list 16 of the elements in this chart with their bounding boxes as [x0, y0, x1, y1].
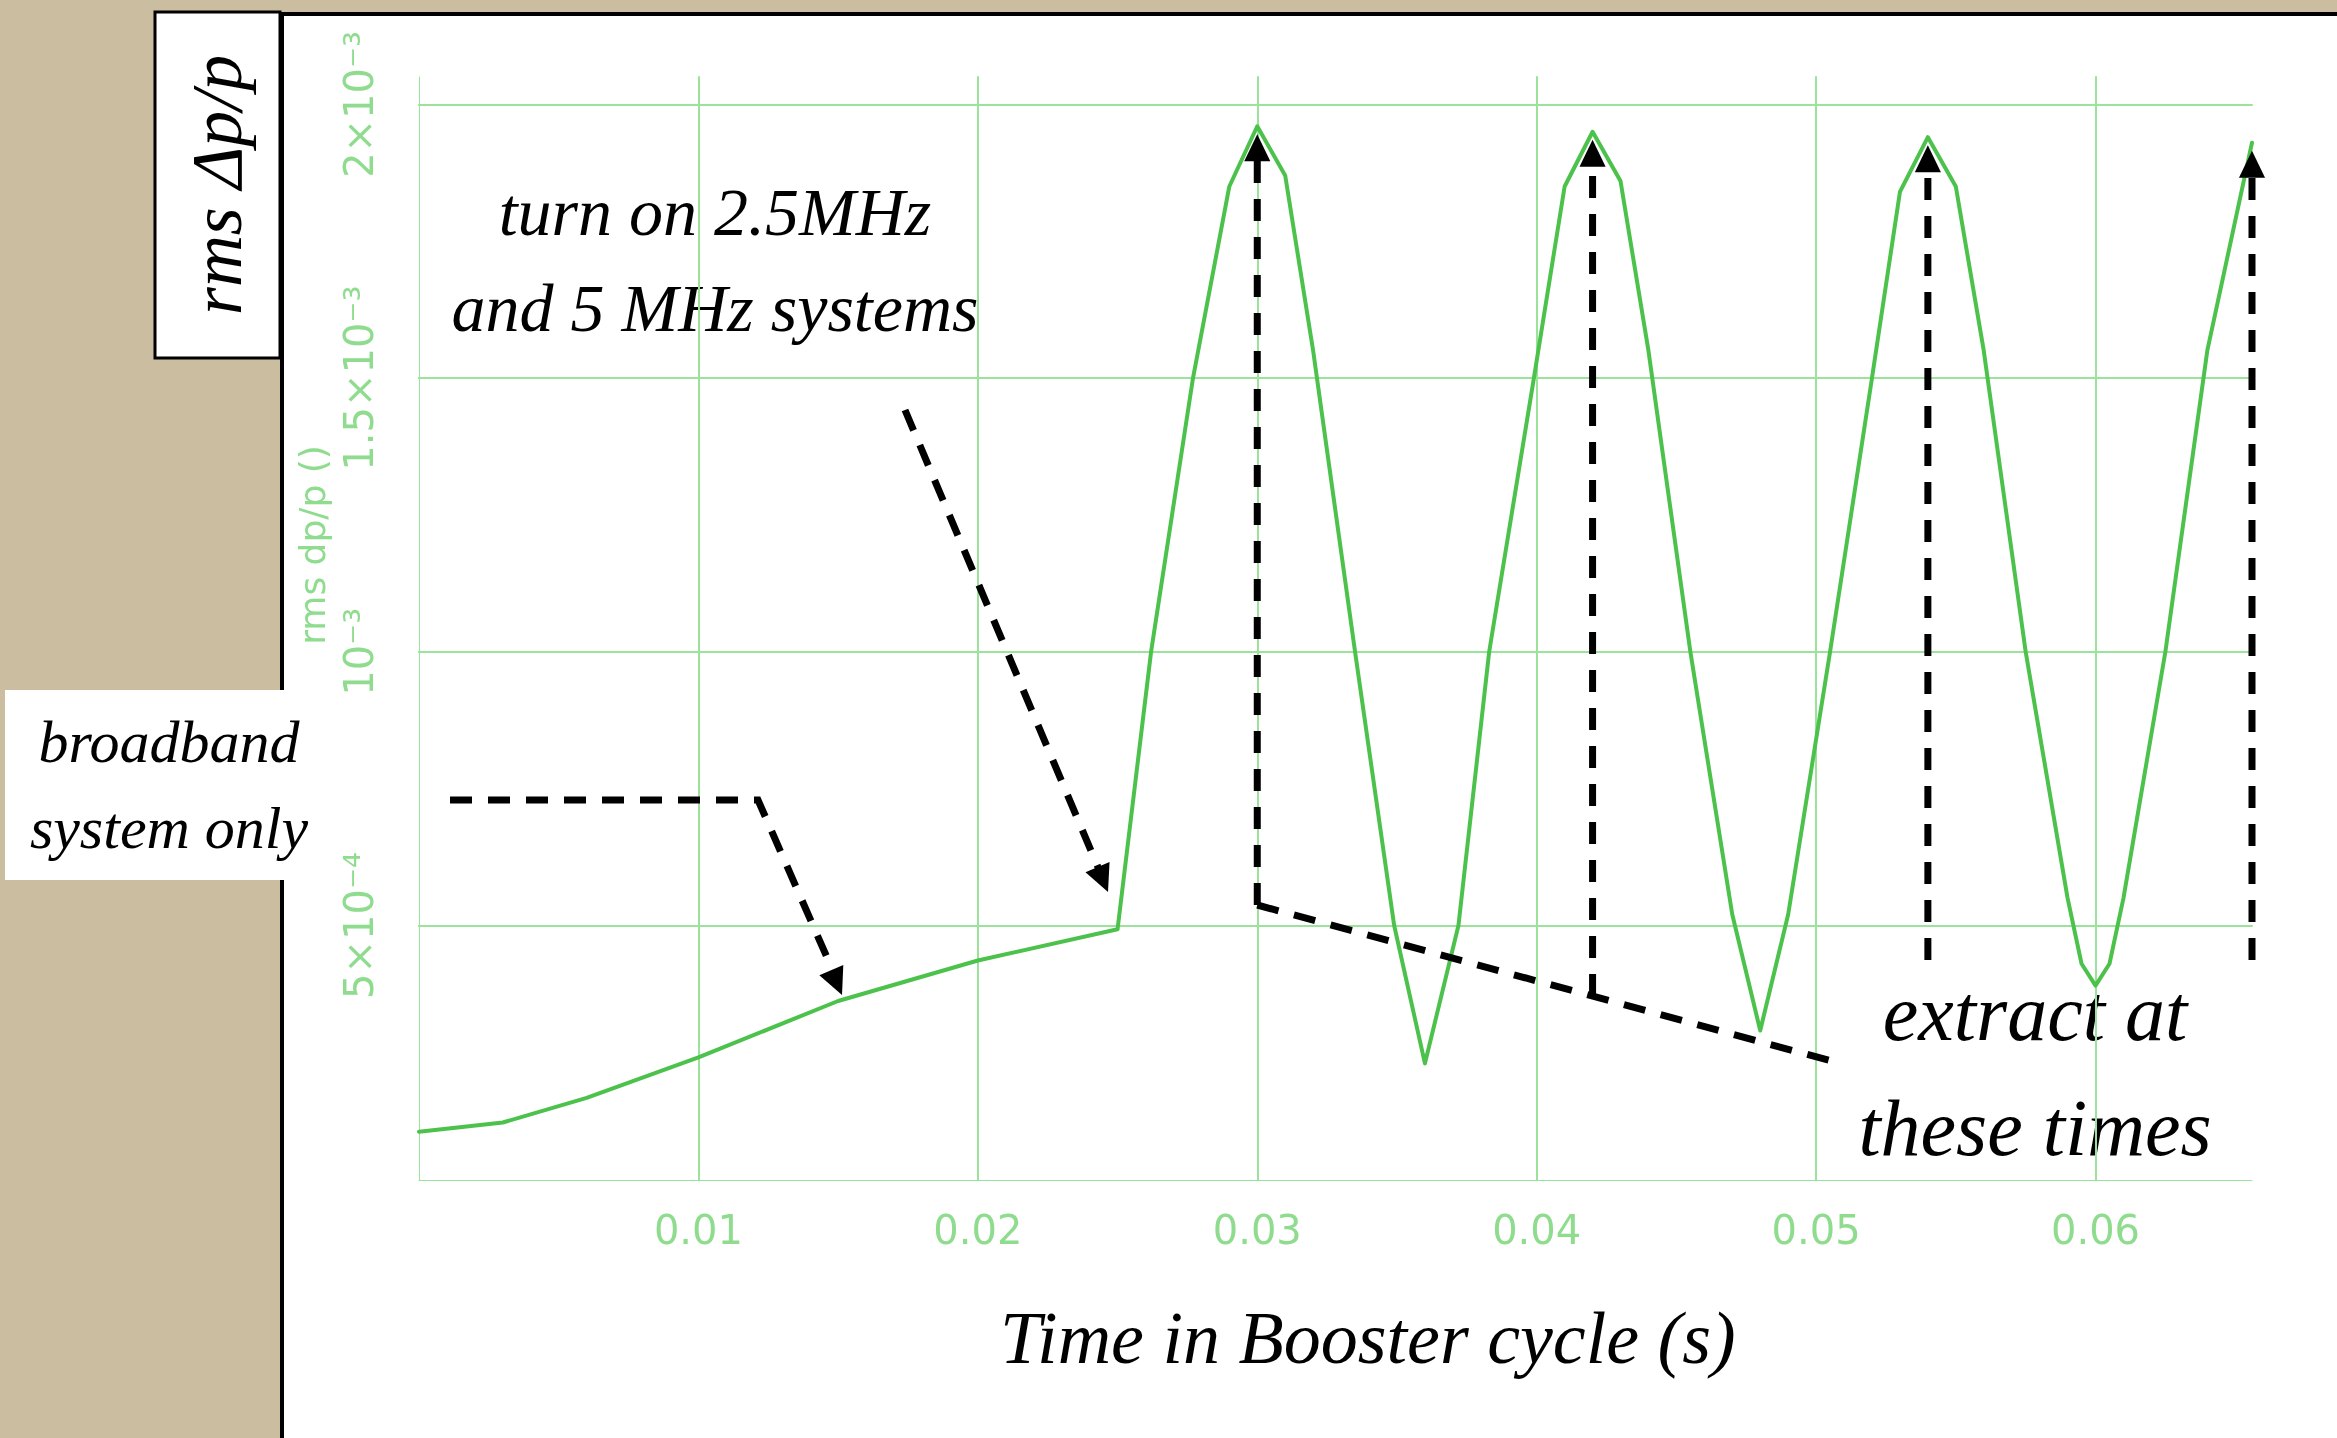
x-tick-label: 0.04 — [1492, 1207, 1582, 1253]
x-tick-label: 0.06 — [2050, 1207, 2141, 1253]
y-tick-label: 5×10⁻⁴ — [336, 851, 382, 999]
x-tick-label: 0.03 — [1212, 1207, 1302, 1253]
x-tick-label: 0.05 — [1771, 1207, 1861, 1253]
text: rms dp/p () — [291, 445, 333, 645]
y-tick-label: 1.5×10⁻³ — [336, 285, 382, 471]
x-tick-label: 0.02 — [933, 1207, 1023, 1253]
text: broadband system only — [29, 709, 309, 861]
x-axis-title: Time in Booster cycle (s) — [1000, 1297, 1736, 1379]
y-tick-label: 10⁻³ — [336, 607, 382, 696]
annotation: turn on 2.5MHz and 5 MHz systems — [451, 174, 979, 346]
x-tick-label: 0.01 — [653, 1207, 743, 1253]
y-axis-title: rms Δp/p — [177, 54, 257, 316]
annotation: extract at these times — [1858, 968, 2212, 1172]
y-tick-label: 2×10⁻³ — [336, 30, 382, 178]
